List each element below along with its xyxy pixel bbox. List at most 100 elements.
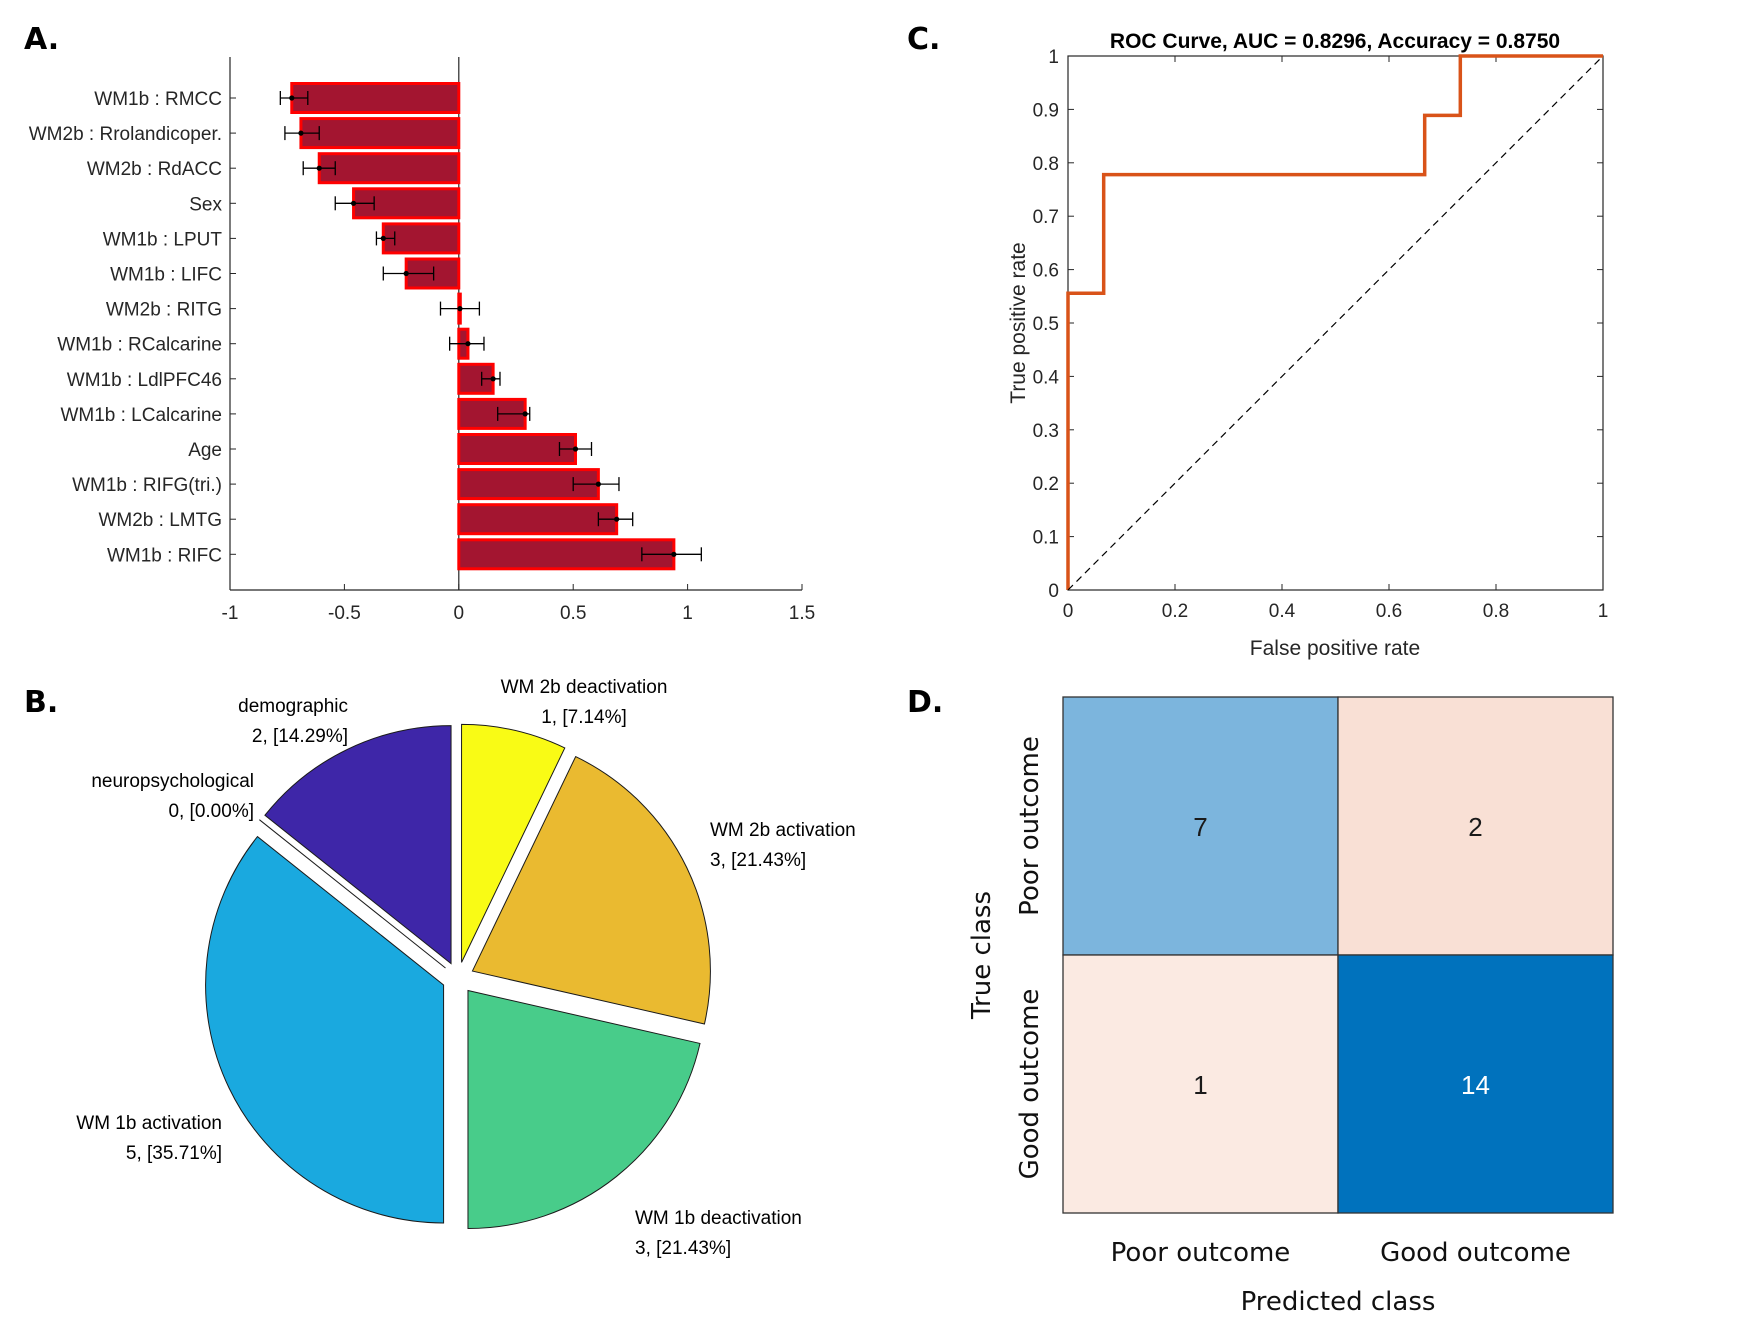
pie-slice <box>461 723 566 963</box>
roc-curve-line <box>1066 54 1603 590</box>
x-tick-label: 0.8 <box>1483 601 1509 622</box>
x-tick-label: 1 <box>682 603 693 624</box>
cm-cell-value: 2 <box>1468 812 1482 842</box>
cm-cell <box>1062 954 1339 1214</box>
cm-y-tick-label: Good outcome <box>1015 989 1045 1180</box>
pie-slice <box>205 835 445 1224</box>
y-tick-label: WM2b : RITG <box>106 300 222 321</box>
panel-label-a: A. <box>24 22 59 57</box>
pie-slice-empty <box>259 819 446 969</box>
cm-cell-value: 14 <box>1461 1070 1490 1100</box>
bar-value-marker <box>298 130 304 136</box>
pie-label-name: neuropsychological <box>91 771 254 792</box>
x-tick-label: 0.4 <box>1269 601 1296 622</box>
y-tick-label: 0.7 <box>1033 207 1059 228</box>
x-tick-label: 0.6 <box>1376 601 1402 622</box>
bar <box>290 82 461 114</box>
x-tick-label: -1 <box>222 603 239 624</box>
pie-label-name: WM 1b activation <box>76 1113 222 1134</box>
cm-cell <box>1062 696 1339 956</box>
bar <box>457 433 577 465</box>
y-tick-label: WM2b : LMTG <box>98 510 222 531</box>
cm-ylabel: True class <box>967 891 997 1020</box>
pie-label-value: 1, [7.14%] <box>541 707 627 728</box>
y-tick-label: WM1b : LIFC <box>110 265 222 286</box>
pie-label-value: 3, [21.43%] <box>710 850 806 871</box>
y-tick-label: 1 <box>1048 47 1059 68</box>
pie-label-value: 2, [14.29%] <box>252 726 348 747</box>
pie-slice <box>264 725 452 965</box>
x-tick-label: 1.5 <box>789 603 815 624</box>
confusion-matrix: Predicted class True class 7 2 1 14 Poor out… <box>967 696 1614 1317</box>
pie-label-name: WM 1b deactivation <box>635 1208 802 1229</box>
y-tick-label: 0.6 <box>1033 261 1059 282</box>
bar-value-marker <box>403 270 409 277</box>
y-tick-label: Sex <box>189 194 222 215</box>
cm-xlabel: Predicted class <box>1241 1287 1436 1317</box>
y-tick-label: WM2b : RdACC <box>87 159 222 180</box>
cm-x-tick-label: Poor outcome <box>1111 1238 1291 1268</box>
y-tick-label: WM1b : RIFC <box>107 545 222 566</box>
cm-y-tick-label: Poor outcome <box>1015 736 1045 916</box>
y-tick-label: WM1b : RMCC <box>94 89 222 110</box>
roc-title: ROC Curve, AUC = 0.8296, Accuracy = 0.87… <box>1110 30 1560 53</box>
bar-value-marker <box>671 551 677 557</box>
x-tick-label: 0.5 <box>560 603 586 624</box>
y-tick-label: 0.4 <box>1033 367 1060 388</box>
y-tick-label: WM2b : Rrolandicoper. <box>29 124 222 145</box>
panel-label-c: C. <box>907 22 940 57</box>
bar-value-marker <box>465 341 471 347</box>
pie-label-name: WM 2b activation <box>710 820 856 841</box>
y-tick-label: 0.9 <box>1033 100 1059 121</box>
cm-cell <box>1337 954 1614 1214</box>
feature-weight-bar-chart: -1 -0.5 0 0.5 1 1.5 WM1b : RMCC WM2b : Rrolandi… <box>29 57 815 624</box>
pie-slice <box>467 989 701 1230</box>
y-tick-label: Age <box>188 440 222 461</box>
bar-value-marker <box>614 516 620 522</box>
bar-value-marker <box>522 411 528 417</box>
x-tick-label: 0 <box>1063 601 1074 622</box>
bar-value-marker <box>350 200 357 206</box>
panel-label-d: D. <box>907 685 943 720</box>
roc-ylabel: True positive rate <box>1007 242 1030 403</box>
bar-value-marker <box>457 306 463 312</box>
y-tick-label: 0.1 <box>1033 528 1059 549</box>
bar-value-marker <box>572 446 579 452</box>
x-tick-label: 0 <box>454 603 465 624</box>
roc-xlabel: False positive rate <box>1250 637 1420 660</box>
pie-label-value: 0, [0.00%] <box>168 801 254 822</box>
y-tick-label: 0 <box>1048 581 1059 602</box>
panel-label-b: B. <box>24 685 58 720</box>
pie-slice <box>471 755 711 1025</box>
bar-value-marker <box>490 376 496 382</box>
feature-category-pie-chart: WM 2b deactivation 1, [7.14%] WM 2b activa… <box>76 677 855 1259</box>
y-tick-label: 0.2 <box>1033 474 1059 495</box>
y-tick-label: WM1b : LPUT <box>103 229 223 250</box>
bar <box>317 152 461 185</box>
cm-cell <box>1337 696 1614 956</box>
x-tick-label: -0.5 <box>328 603 361 624</box>
pie-label-name: WM 2b deactivation <box>501 677 668 698</box>
y-tick-label: 0.5 <box>1033 314 1059 335</box>
bar <box>457 503 619 536</box>
chance-diagonal-line <box>1067 55 1604 591</box>
x-tick-label: 1 <box>1598 601 1609 622</box>
pie-label-value: 5, [35.71%] <box>126 1143 222 1164</box>
y-tick-label: WM1b : RCalcarine <box>57 335 222 356</box>
bar-value-marker <box>316 165 322 171</box>
pie-label-name: demographic <box>238 696 348 717</box>
y-tick-label: 0.3 <box>1033 421 1059 442</box>
cm-x-tick-label: Good outcome <box>1380 1238 1571 1268</box>
y-tick-label: WM1b : RIFG(tri.) <box>72 475 222 496</box>
roc-curve-chart: ROC Curve, AUC = 0.8296, Accuracy = 0.87… <box>1007 30 1608 660</box>
y-tick-label: 0.8 <box>1033 154 1059 175</box>
x-tick-label: 0.2 <box>1162 601 1188 622</box>
y-tick-label: WM1b : LdlPFC46 <box>67 370 222 391</box>
bar <box>299 117 461 150</box>
bar-value-marker <box>289 95 295 101</box>
bar-value-marker <box>380 235 386 241</box>
cm-cell-value: 7 <box>1193 812 1207 842</box>
bar-value-marker <box>595 481 601 487</box>
pie-label-value: 3, [21.43%] <box>635 1238 731 1259</box>
